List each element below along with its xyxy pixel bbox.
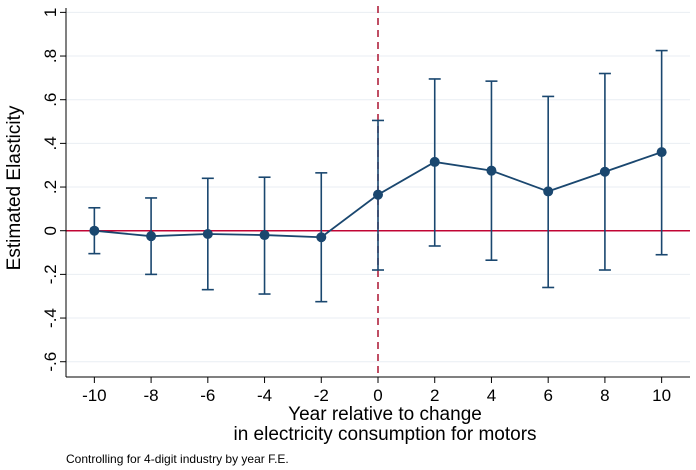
data-point-1 xyxy=(146,231,157,242)
x-tick-label-3: -4 xyxy=(257,386,272,405)
y-tick-label-7: .8 xyxy=(41,49,60,63)
data-point-0 xyxy=(89,225,100,236)
tick-labels: -.6 -.4 -.2 0 .2 .4 .6 .8 1 -10 -8 -6 -4 -2 0 2 4 6 8 10 xyxy=(41,8,671,405)
x-tick-label-5: 0 xyxy=(373,386,382,405)
data-point-10 xyxy=(656,147,667,158)
x-axis-label-line-1: Year relative to change xyxy=(288,404,482,425)
x-tick-label-7: 4 xyxy=(487,386,496,405)
x-tick-label-0: -10 xyxy=(82,386,107,405)
series-1 xyxy=(88,49,668,303)
y-tick-label-1: -.4 xyxy=(41,308,60,328)
y-tick-label-3: 0 xyxy=(41,226,60,235)
y-tick-label-4: .2 xyxy=(41,180,60,194)
data-point-2 xyxy=(202,228,213,239)
y-tick-label-5: .4 xyxy=(41,136,60,150)
y-axis-label: Estimated Elasticity xyxy=(4,105,25,270)
data-point-7 xyxy=(486,165,497,176)
data-point-5 xyxy=(373,189,383,200)
x-tick-label-9: 8 xyxy=(600,386,609,405)
y-tick-label-6: .6 xyxy=(41,93,60,107)
x-tick-label-8: 6 xyxy=(543,386,552,405)
y-tick-label-8: 1 xyxy=(41,8,60,17)
data-point-4 xyxy=(316,232,327,243)
data-point-6 xyxy=(429,156,440,167)
chart-note: Controlling for 4-digit industry by year… xyxy=(66,452,289,466)
data-point-3 xyxy=(259,230,270,241)
y-tick-label-2: -.2 xyxy=(41,264,60,284)
data-point-9 xyxy=(599,166,610,177)
x-tick-label-1: -8 xyxy=(144,386,159,405)
x-tick-label-6: 2 xyxy=(430,386,439,405)
x-tick-label-2: -6 xyxy=(200,386,215,405)
x-tick-label-4: -2 xyxy=(314,386,329,405)
data-point-8 xyxy=(543,186,554,197)
x-tick-label-10: 10 xyxy=(652,386,671,405)
y-tick-label-0: -.6 xyxy=(41,352,60,372)
x-axis-label-line-2: in electricity consumption for motors xyxy=(233,424,536,445)
